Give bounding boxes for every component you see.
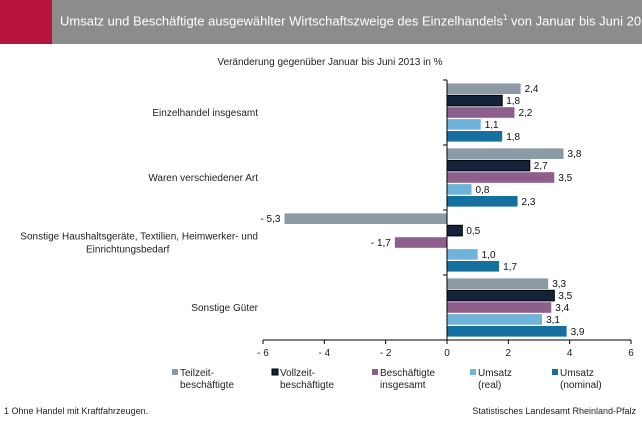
bar-chart: Veränderung gegenüber Januar bis Juni 20… <box>20 57 634 391</box>
legend-swatch <box>172 369 178 375</box>
bar <box>447 196 518 207</box>
chart-title-footnote-mark: 1 <box>502 13 508 22</box>
bar <box>447 302 552 313</box>
bar <box>394 237 447 248</box>
data-label: 1,7 <box>503 262 517 273</box>
bar <box>447 278 549 289</box>
legend-label: Beschäftigte <box>380 368 435 379</box>
legend-label: Umsatz <box>560 368 594 379</box>
bar <box>284 213 447 224</box>
bar <box>447 131 503 142</box>
bar <box>447 172 555 183</box>
data-label: 2,3 <box>522 197 536 208</box>
x-tick-label: 0 <box>444 348 450 359</box>
legend-label: insgesamt <box>380 380 426 391</box>
bar <box>447 119 481 130</box>
data-label: - 1,7 <box>371 238 391 249</box>
bar <box>447 326 567 337</box>
data-label: 1,8 <box>506 96 520 107</box>
category-label: Waren verschiedener Art <box>148 173 258 184</box>
data-label: 1,0 <box>482 250 496 261</box>
bar <box>447 249 478 260</box>
bar <box>447 261 500 272</box>
legend-label: beschäftigte <box>180 380 234 391</box>
x-tick-label: 4 <box>567 348 573 359</box>
legend-swatch <box>470 369 476 375</box>
legend-label: (nominal) <box>560 380 602 391</box>
legend-label: beschäftigte <box>280 380 334 391</box>
bar <box>447 184 472 195</box>
data-label: 0,5 <box>466 226 480 237</box>
x-tick-label: - 4 <box>318 348 330 359</box>
data-label: 2,4 <box>525 84 539 95</box>
bar <box>446 289 555 302</box>
category-label: Sonstige Güter <box>191 303 258 314</box>
legend-label: Umsatz <box>478 368 512 379</box>
legend-label: Vollzeit- <box>280 368 315 379</box>
data-label: 0,8 <box>476 185 490 196</box>
category-label: Einrichtungsbedarf <box>86 245 170 256</box>
category-label: Sonstige Haushaltsgeräte, Textilien, Hei… <box>20 232 258 243</box>
bar <box>447 83 521 94</box>
bar <box>447 148 564 159</box>
bar <box>446 94 503 107</box>
chart-subtitle: Veränderung gegenüber Januar bis Juni 20… <box>217 57 442 68</box>
legend-swatch <box>552 369 558 375</box>
data-label: 3,3 <box>552 279 566 290</box>
legend-label: Teilzeit- <box>180 368 214 379</box>
data-label: 2,7 <box>534 161 548 172</box>
category-label: Einzelhandel insgesamt <box>152 108 258 119</box>
header-accent <box>0 0 52 44</box>
x-tick-label: 2 <box>506 348 512 359</box>
data-label: 3,5 <box>558 291 572 302</box>
data-label: 3,8 <box>568 149 582 160</box>
footnote: 1 Ohne Handel mit Kraftfahrzeugen. <box>4 406 149 416</box>
legend-label: (real) <box>478 380 501 391</box>
chart-title-text: Umsatz und Beschäftigte ausgewählter Wir… <box>60 13 503 29</box>
data-label: - 5,3 <box>260 214 280 225</box>
data-label: 3,1 <box>546 315 560 326</box>
header-bar: Umsatz und Beschäftigte ausgewählter Wir… <box>0 0 642 44</box>
data-label: 1,8 <box>506 132 520 143</box>
x-tick-label: - 2 <box>380 348 392 359</box>
bar <box>446 159 531 172</box>
data-label: 3,5 <box>558 173 572 184</box>
data-label: 3,4 <box>555 303 569 314</box>
legend-swatch <box>372 369 378 375</box>
chart-title-tail: von Januar bis Juni 2014 <box>507 13 642 29</box>
source-credit: Statistisches Landesamt Rheinland-Pfalz <box>472 406 636 416</box>
x-tick-label: - 6 <box>257 348 269 359</box>
bar <box>447 314 543 325</box>
chart-title: Umsatz und Beschäftigte ausgewählter Wir… <box>60 13 642 29</box>
bar <box>447 107 515 118</box>
x-tick-label: 6 <box>628 348 634 359</box>
data-label: 3,9 <box>571 327 585 338</box>
legend-swatch <box>271 368 279 376</box>
data-label: 1,1 <box>485 120 499 131</box>
data-label: 2,2 <box>518 108 532 119</box>
bar <box>446 224 463 237</box>
